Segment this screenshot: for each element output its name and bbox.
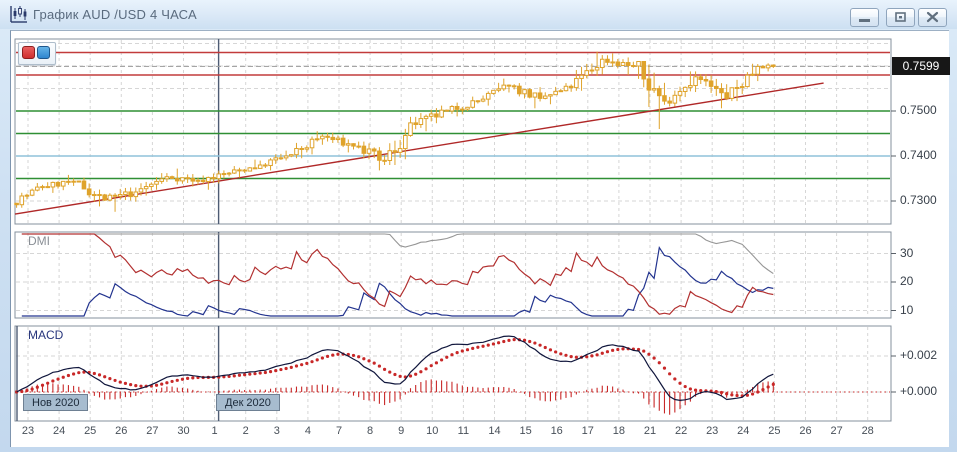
blue-tool-button[interactable] xyxy=(37,46,50,59)
title-bar[interactable]: График AUD /USD 4 ЧАСА xyxy=(0,0,957,29)
minimize-button[interactable] xyxy=(850,8,879,27)
window-title: График AUD /USD 4 ЧАСА xyxy=(33,7,197,22)
chart-window: DMI MACD Нов 2020 Дек 2020 0.7599 0.7500… xyxy=(10,30,950,447)
chart-toolbar xyxy=(18,42,56,65)
close-button[interactable] xyxy=(918,8,947,27)
month-box-nov: Нов 2020 xyxy=(23,394,89,411)
candlestick-chart-icon xyxy=(10,6,27,23)
chart-canvas[interactable] xyxy=(11,31,949,447)
red-tool-button[interactable] xyxy=(22,46,35,59)
restore-button[interactable] xyxy=(886,8,915,27)
month-box-dec: Дек 2020 xyxy=(216,394,280,411)
current-price-tag: 0.7599 xyxy=(892,57,950,76)
